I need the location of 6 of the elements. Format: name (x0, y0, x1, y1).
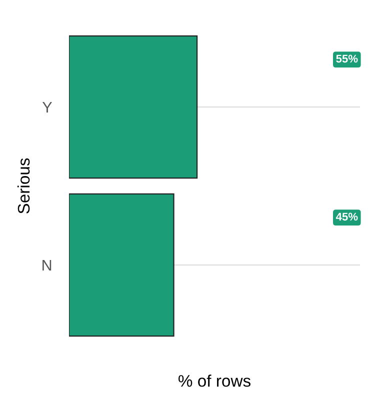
x-axis-title: % of rows (178, 374, 250, 387)
y-tick-label: Y (42, 102, 52, 113)
y-tick-label: N (42, 260, 52, 271)
data-label: 55% (336, 54, 358, 63)
data-label: 45% (336, 212, 358, 221)
y-axis-title: Serious (17, 158, 30, 214)
